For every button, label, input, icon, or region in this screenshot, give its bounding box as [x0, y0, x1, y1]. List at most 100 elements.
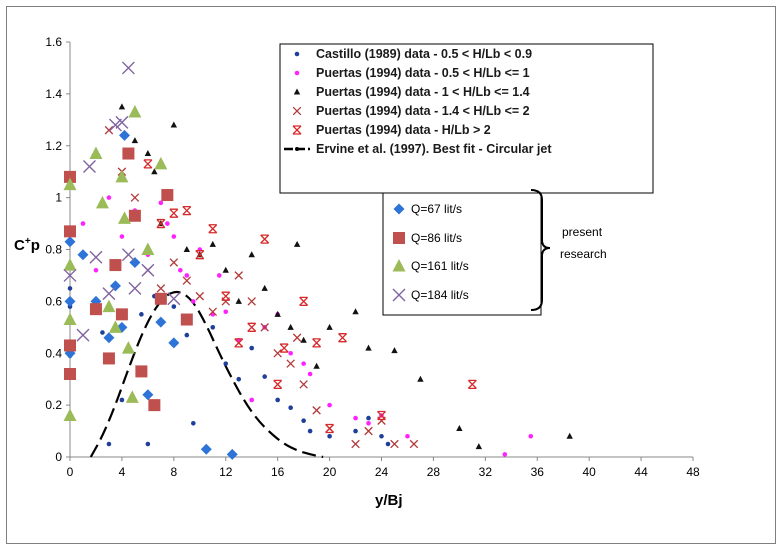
data-point — [63, 177, 77, 191]
legend-entry-label: Puertas (1994) data - H/Lb > 2 — [316, 123, 491, 137]
data-point — [102, 352, 115, 365]
y-tick-label: 0.4 — [45, 346, 62, 360]
data-point — [155, 316, 167, 328]
data-point — [365, 344, 372, 351]
data-point — [221, 291, 231, 301]
data-point — [89, 250, 103, 264]
data-point — [115, 115, 129, 129]
data-point — [121, 341, 135, 354]
y-tick-labels: 0 0.2 0.4 0.6 0.8 1 1.2 1.4 1.6 — [45, 35, 70, 464]
legend-marker — [392, 288, 406, 302]
data-point — [234, 271, 243, 280]
data-point — [184, 273, 190, 278]
data-point — [178, 267, 183, 273]
data-point — [154, 292, 167, 305]
legend-present — [382, 192, 542, 316]
data-point — [261, 284, 268, 291]
data-point — [379, 433, 384, 439]
series-4-points — [143, 159, 477, 434]
data-point — [223, 309, 229, 315]
x-tick-label: 8 — [170, 465, 177, 479]
data-point — [391, 347, 398, 354]
x-tick-label: 48 — [686, 465, 700, 479]
y-tick-label: 0 — [55, 450, 62, 464]
data-point — [247, 297, 256, 306]
data-point — [195, 250, 205, 260]
data-point — [122, 147, 135, 160]
data-point — [139, 312, 144, 317]
data-point — [141, 242, 155, 255]
series-7-points — [63, 105, 168, 421]
data-point — [405, 433, 410, 439]
data-point — [390, 439, 399, 449]
data-point — [182, 205, 192, 216]
data-point — [528, 433, 534, 439]
data-point — [119, 129, 131, 141]
legend-main-items: Castillo (1989) data - 0.5 < H/Lb < 0.9 P… — [284, 47, 552, 156]
data-point — [222, 266, 229, 273]
data-point — [326, 323, 333, 330]
data-point — [247, 322, 257, 332]
data-point — [106, 195, 112, 200]
data-point — [475, 443, 483, 450]
legend-marker — [292, 106, 302, 116]
series-8-points — [63, 61, 181, 342]
data-point — [167, 292, 181, 306]
x-tick-labels: 0 4 8 12 16 20 24 28 32 36 40 44 48 — [67, 457, 700, 479]
data-point — [566, 432, 573, 439]
data-point — [467, 379, 477, 390]
data-point — [286, 359, 295, 368]
data-point — [156, 284, 166, 293]
data-point — [102, 287, 116, 301]
data-point — [64, 295, 76, 307]
data-point — [135, 365, 148, 378]
x-tick-label: 12 — [219, 465, 233, 479]
data-point — [115, 169, 129, 183]
data-point — [93, 267, 99, 273]
data-point — [118, 211, 132, 224]
data-point — [64, 368, 76, 380]
data-point — [131, 137, 139, 144]
legend-marker — [293, 88, 301, 95]
best-fit-layer — [89, 290, 324, 459]
legend-marker — [393, 232, 405, 244]
data-point — [364, 426, 373, 436]
data-point — [63, 258, 77, 271]
data-point — [200, 443, 212, 455]
data-point — [288, 405, 293, 411]
data-point — [64, 170, 76, 183]
data-point — [82, 160, 96, 173]
data-point — [161, 189, 174, 202]
data-point — [226, 448, 238, 460]
data-point — [63, 268, 77, 282]
data-point — [502, 452, 508, 457]
data-point — [274, 310, 281, 317]
data-point — [106, 441, 112, 447]
x-axis-label: y/Bj — [375, 492, 403, 509]
x-tick-label: 44 — [634, 465, 648, 479]
y-tick-label: 0.6 — [45, 294, 62, 308]
x-tick-label: 4 — [119, 465, 126, 479]
legend-entry-label: Puertas (1994) data - 0.5 < H/Lb <= 1 — [316, 66, 530, 80]
data-point — [301, 361, 306, 366]
data-point — [64, 339, 76, 352]
data-point — [312, 338, 322, 348]
data-point — [209, 240, 216, 247]
legend-marker — [292, 125, 302, 135]
data-point — [80, 221, 86, 226]
data-point — [299, 380, 308, 389]
data-point — [409, 439, 419, 449]
data-point — [235, 297, 242, 304]
data-point — [275, 397, 280, 403]
data-point — [352, 308, 359, 315]
data-point — [249, 397, 255, 403]
data-point — [108, 118, 122, 132]
x-tick-label: 0 — [67, 465, 74, 479]
data-point — [103, 332, 115, 344]
legend-fit-dot — [295, 147, 299, 151]
data-point — [366, 420, 371, 426]
data-point — [170, 121, 178, 128]
data-point — [338, 333, 348, 343]
legend-entry-label: Q=86 lit/s — [411, 231, 462, 245]
data-point — [351, 439, 360, 449]
